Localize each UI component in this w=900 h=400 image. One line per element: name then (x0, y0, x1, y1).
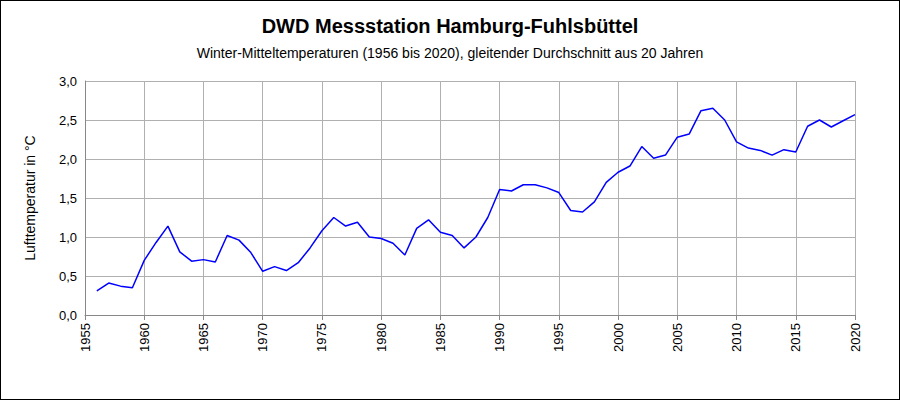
svg-text:1,5: 1,5 (59, 191, 77, 206)
svg-text:Lufttemperatur in °C: Lufttemperatur in °C (22, 135, 38, 260)
svg-text:2020: 2020 (848, 323, 863, 352)
svg-text:2,0: 2,0 (59, 152, 77, 167)
svg-text:1990: 1990 (492, 323, 507, 352)
svg-text:1955: 1955 (78, 323, 93, 352)
svg-text:0,5: 0,5 (59, 269, 77, 284)
svg-text:Winter-Mitteltemperaturen (195: Winter-Mitteltemperaturen (1956 bis 2020… (197, 45, 704, 61)
svg-text:1965: 1965 (196, 323, 211, 352)
svg-text:1960: 1960 (137, 323, 152, 352)
svg-text:1985: 1985 (433, 323, 448, 352)
svg-text:3,0: 3,0 (59, 74, 77, 89)
svg-text:2005: 2005 (670, 323, 685, 352)
svg-text:0,0: 0,0 (59, 308, 77, 323)
svg-text:1975: 1975 (314, 323, 329, 352)
svg-text:1970: 1970 (255, 323, 270, 352)
svg-text:1,0: 1,0 (59, 230, 77, 245)
svg-text:2015: 2015 (788, 323, 803, 352)
svg-text:2000: 2000 (611, 323, 626, 352)
svg-text:2010: 2010 (729, 323, 744, 352)
svg-text:1995: 1995 (551, 323, 566, 352)
svg-text:2,5: 2,5 (59, 113, 77, 128)
svg-text:1980: 1980 (374, 323, 389, 352)
svg-text:DWD Messstation Hamburg-Fuhlsb: DWD Messstation Hamburg-Fuhlsbüttel (262, 15, 639, 37)
